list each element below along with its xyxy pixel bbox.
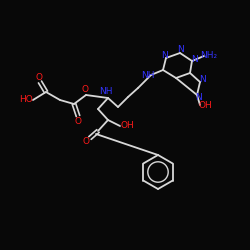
Text: HO: HO [19,96,33,104]
Text: N: N [162,50,168,59]
Text: N: N [196,92,202,102]
Text: OH: OH [198,100,212,110]
Text: O: O [82,138,89,146]
Text: N: N [176,46,184,54]
Text: NH₂: NH₂ [200,52,218,60]
Text: N: N [191,54,198,64]
Text: O: O [36,74,43,82]
Text: O: O [82,86,88,94]
Text: N: N [200,76,206,84]
Text: NH: NH [141,72,155,80]
Text: OH: OH [120,122,134,130]
Text: NH: NH [99,88,113,96]
Text: O: O [74,116,82,126]
